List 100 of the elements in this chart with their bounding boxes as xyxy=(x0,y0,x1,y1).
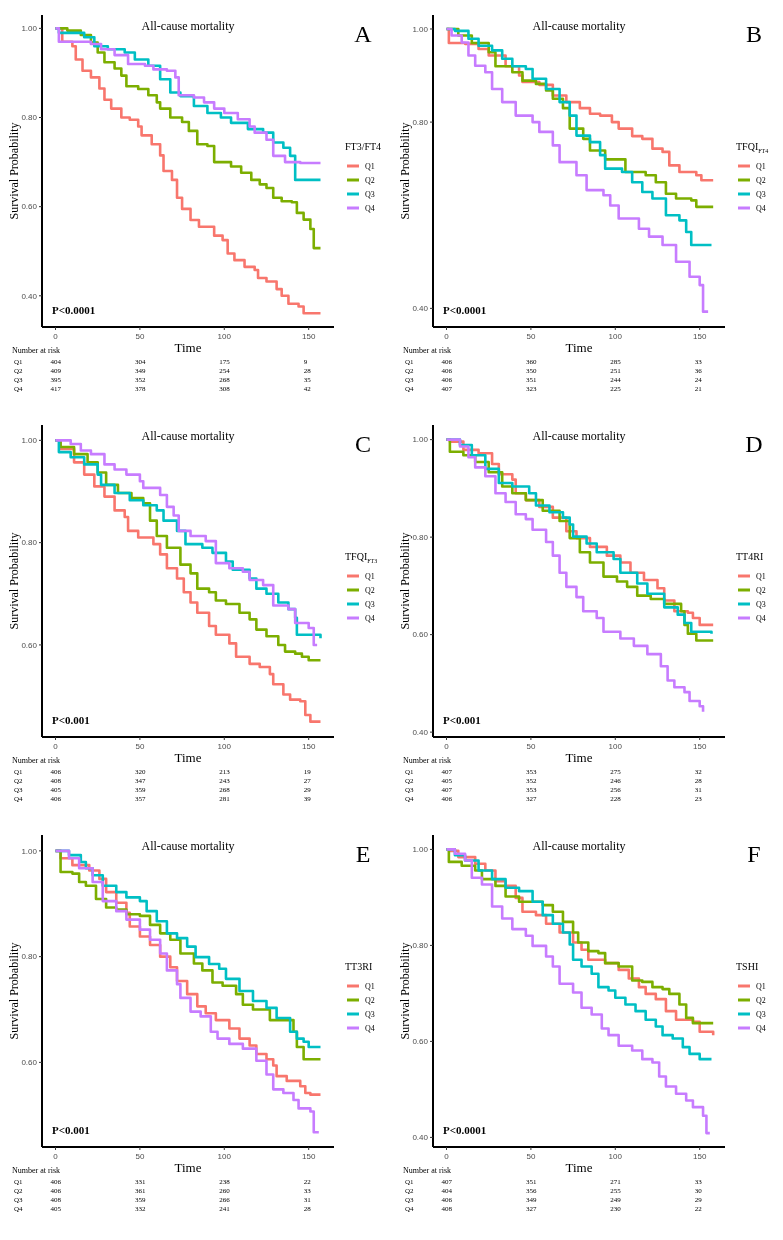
y-axis-title: Survival Probability xyxy=(7,942,21,1040)
y-tick-label: 1.00 xyxy=(412,24,429,34)
legend-title: TT3RI xyxy=(345,961,373,972)
chart-title: All-cause mortality xyxy=(532,19,626,33)
x-axis-title: Time xyxy=(174,1160,202,1175)
legend-label: Q2 xyxy=(756,585,766,595)
legend-label: Q3 xyxy=(365,599,375,609)
legend-label: Q1 xyxy=(756,571,766,581)
text: Number at risk xyxy=(403,1166,451,1175)
legend-label: Q4 xyxy=(365,613,375,623)
x-tick-label: 0 xyxy=(444,1152,450,1161)
y-axis-title: Survival Probability xyxy=(398,942,412,1040)
text: F xyxy=(747,841,761,867)
x-tick-label: 0 xyxy=(444,742,450,751)
text: Number at risk xyxy=(12,756,60,765)
y-tick-label: 1.00 xyxy=(21,24,38,34)
y-tick-label: 0.40 xyxy=(412,727,429,737)
y-tick-label: 1.00 xyxy=(412,845,429,855)
legend-label: Q4 xyxy=(365,203,375,213)
legend-label: Q3 xyxy=(756,189,766,199)
x-axis-title: Time xyxy=(174,340,202,355)
y-tick-label: 0.40 xyxy=(412,1133,429,1143)
legend-label: Q1 xyxy=(756,161,766,171)
text: B xyxy=(745,21,763,47)
x-tick-label: 150 xyxy=(302,332,316,341)
x-tick-label: 150 xyxy=(693,742,707,751)
text: D xyxy=(745,431,763,457)
x-tick-label: 100 xyxy=(608,1152,623,1161)
chart-title: All-cause mortality xyxy=(141,429,235,443)
legend-label: Q4 xyxy=(756,1023,766,1033)
text: Number at risk xyxy=(12,1166,60,1175)
legend-title: TFQI$_{FT3}$ xyxy=(345,551,378,564)
legend-label: Q3 xyxy=(365,1009,375,1019)
legend-label: Q3 xyxy=(365,189,375,199)
annotation: P<0.0001 xyxy=(443,304,487,316)
legend-label: Q4 xyxy=(756,203,766,213)
legend-label: Q4 xyxy=(365,1023,375,1033)
y-tick-label: 0.80 xyxy=(21,113,38,123)
text: C xyxy=(354,431,372,457)
legend-label: Q2 xyxy=(365,995,375,1005)
x-tick-label: 50 xyxy=(526,742,536,751)
y-tick-label: 0.60 xyxy=(412,1037,429,1047)
text: Number at risk xyxy=(403,756,451,765)
annotation: P<0.0001 xyxy=(443,1124,487,1136)
annotation: P<0.001 xyxy=(443,714,481,726)
legend-label: Q4 xyxy=(756,613,766,623)
x-tick-label: 100 xyxy=(217,742,232,751)
y-tick-label: 0.80 xyxy=(412,941,429,951)
x-tick-label: 50 xyxy=(135,742,145,751)
legend-title: TT4RI xyxy=(736,551,764,562)
x-tick-label: 50 xyxy=(135,1152,145,1161)
x-tick-label: 150 xyxy=(302,1152,316,1161)
x-tick-label: 150 xyxy=(302,742,316,751)
x-axis-title: Time xyxy=(565,750,593,765)
legend-label: Q3 xyxy=(756,599,766,609)
y-tick-label: 0.80 xyxy=(21,538,38,548)
legend-title: TFQI$_{FT4}$ xyxy=(736,141,769,154)
y-tick-label: 0.60 xyxy=(21,1058,38,1068)
x-tick-label: 100 xyxy=(608,332,623,341)
x-axis-title: Time xyxy=(174,750,202,765)
y-axis-title: Survival Probability xyxy=(7,532,21,630)
y-axis-title: Survival Probability xyxy=(398,122,412,220)
legend-title: FT3/FT4 xyxy=(345,141,382,152)
x-axis-title: Time xyxy=(565,1160,593,1175)
y-tick-label: 0.60 xyxy=(412,630,429,640)
y-tick-label: 1.00 xyxy=(412,435,429,445)
y-tick-label: 0.80 xyxy=(412,117,429,127)
x-tick-label: 0 xyxy=(53,1152,59,1161)
x-tick-label: 100 xyxy=(217,1152,232,1161)
y-tick-label: 1.00 xyxy=(21,436,38,446)
y-axis-title: Survival Probability xyxy=(7,122,21,220)
y-tick-label: 0.80 xyxy=(412,532,429,542)
text: E xyxy=(355,841,371,867)
legend-title: TSHI xyxy=(736,961,759,972)
x-tick-label: 50 xyxy=(135,332,145,341)
x-tick-label: 50 xyxy=(526,332,536,341)
x-tick-label: 0 xyxy=(444,332,450,341)
y-tick-label: 0.60 xyxy=(21,640,38,650)
y-tick-label: 0.60 xyxy=(21,202,38,212)
y-tick-label: 0.40 xyxy=(21,291,38,301)
legend-label: Q1 xyxy=(365,571,375,581)
legend-label: Q2 xyxy=(756,175,766,185)
legend-label: Q2 xyxy=(365,175,375,185)
x-tick-label: 150 xyxy=(693,332,707,341)
y-tick-label: 0.80 xyxy=(21,952,38,962)
text: Number at risk xyxy=(12,346,60,355)
annotation: P<0.0001 xyxy=(52,304,96,316)
x-tick-label: 100 xyxy=(608,742,623,751)
legend-label: Q1 xyxy=(365,981,375,991)
annotation: P<0.001 xyxy=(52,714,90,726)
x-tick-label: 150 xyxy=(693,1152,707,1161)
y-axis-title: Survival Probability xyxy=(398,532,412,630)
y-tick-label: 0.40 xyxy=(412,304,429,314)
y-tick-label: 1.00 xyxy=(21,846,38,856)
x-tick-label: 0 xyxy=(53,742,59,751)
x-tick-label: 0 xyxy=(53,332,59,341)
legend-label: Q3 xyxy=(756,1009,766,1019)
chart-title: All-cause mortality xyxy=(532,839,626,853)
chart-title: All-cause mortality xyxy=(141,839,235,853)
x-tick-label: 50 xyxy=(526,1152,536,1161)
